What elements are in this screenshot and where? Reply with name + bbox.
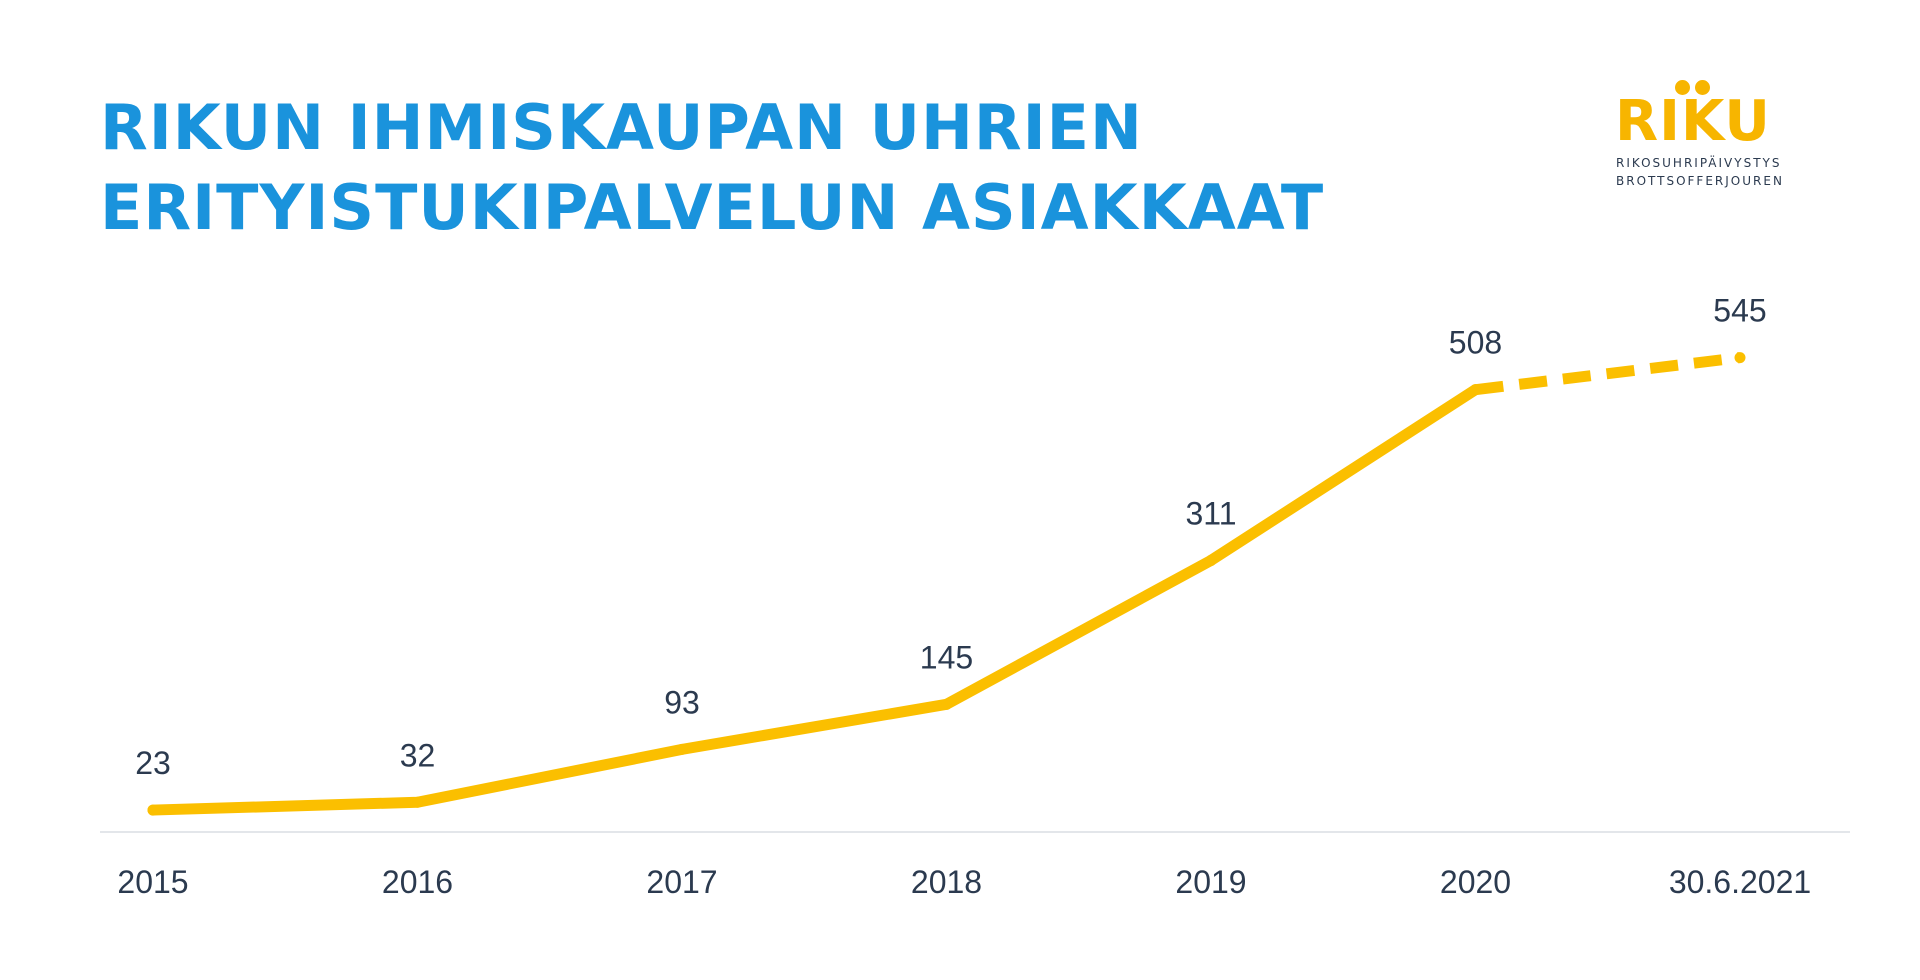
data-label: 145 [920,639,973,675]
x-tick-label: 2019 [1175,864,1246,900]
riku-logo: RIKU RIKOSUHRIPÄIVYSTYS BROTTSOFFERJOURE… [1615,80,1815,195]
x-tick-label: 2020 [1440,864,1511,900]
data-point [412,796,423,808]
x-tick-label: 2015 [117,864,188,900]
x-tick-label: 2016 [382,864,453,900]
logo-dot-right [1695,80,1710,95]
data-label: 23 [135,745,171,781]
logo-dot-left [1675,80,1690,95]
data-point [1470,384,1481,396]
data-label: 93 [664,684,700,720]
chart-title: RIKUN IHMISKAUPAN UHRIEN ERITYISTUKIPALV… [100,88,1324,248]
logo-subtitle-sv: BROTTSOFFERJOUREN [1616,174,1784,188]
x-tick-label: 30.6.2021 [1669,864,1811,900]
chart-title-line-1: RIKUN IHMISKAUPAN UHRIEN [100,91,1143,164]
chart-title-line-2: ERITYISTUKIPALVELUN ASIAKKAAT [100,171,1325,244]
data-point [147,804,159,816]
data-label: 311 [1185,495,1236,531]
data-label: 545 [1713,293,1766,329]
series-line-dashed [1474,352,1741,396]
logo-subtitle-fi: RIKOSUHRIPÄIVYSTYS [1616,156,1782,170]
logo-wordmark: RIKU [1615,89,1771,154]
data-label: 32 [400,737,436,773]
data-point [1205,554,1217,566]
data-label: 508 [1449,325,1502,361]
data-point [676,743,688,755]
series-line-solid [147,384,1481,816]
logo-figures-icon [1675,80,1715,100]
data-point [941,698,952,710]
data-point [1734,352,1746,364]
x-tick-label: 2018 [911,864,982,900]
x-tick-label: 2017 [646,864,717,900]
